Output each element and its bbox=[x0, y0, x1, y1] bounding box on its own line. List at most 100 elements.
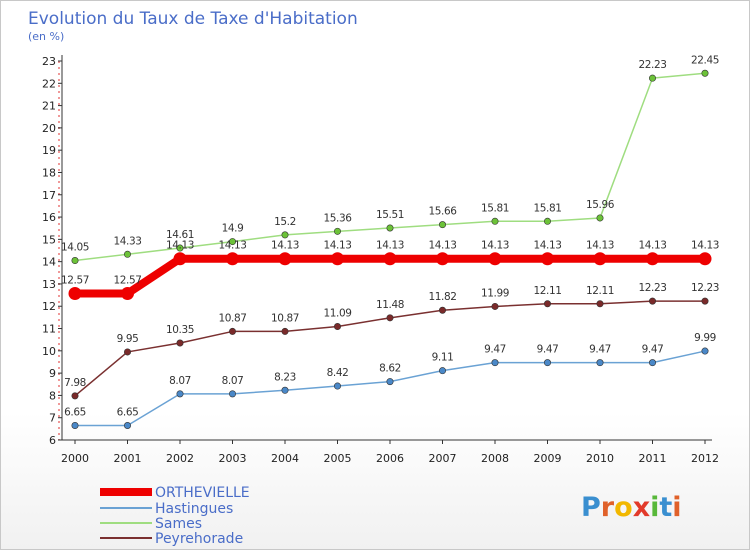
data-point bbox=[593, 252, 607, 266]
data-label: 8.23 bbox=[274, 371, 296, 383]
x-tick-label: 2008 bbox=[481, 452, 509, 465]
y-tick-label: 9 bbox=[49, 367, 56, 380]
data-label: 14.61 bbox=[166, 229, 194, 241]
data-label: 9.47 bbox=[484, 344, 506, 356]
data-point bbox=[543, 359, 551, 367]
y-tick-label: 8 bbox=[49, 389, 56, 402]
data-point bbox=[596, 214, 604, 222]
data-label: 9.95 bbox=[117, 333, 139, 345]
data-label: 15.96 bbox=[586, 199, 615, 211]
series-hastingues: 6.65 6.65 8.07 8.07 8.23 8.42 8.62 9.11 9.47 9.47… bbox=[64, 332, 716, 430]
data-label: 14.13 bbox=[638, 240, 666, 252]
data-label: 12.57 bbox=[113, 275, 141, 287]
data-point bbox=[491, 359, 499, 367]
data-label: 10.87 bbox=[218, 312, 246, 324]
series-sames: 14.05 14.33 14.61 14.9 15.2 15.36 15.51 15.66 15… bbox=[61, 54, 719, 265]
legend-label-hastingues: Hastingues bbox=[155, 501, 233, 517]
x-tick-label: 2011 bbox=[639, 452, 667, 465]
data-point bbox=[701, 347, 709, 355]
data-label: 15.81 bbox=[481, 202, 509, 214]
data-label: 22.45 bbox=[691, 54, 719, 66]
data-point bbox=[176, 339, 184, 347]
data-point bbox=[436, 252, 449, 266]
logo-letter: t bbox=[659, 492, 672, 523]
proxiti-logo: Proxiti bbox=[581, 492, 682, 523]
series-layer: 14.05 14.33 14.61 14.9 15.2 15.36 15.51 15.66 15… bbox=[61, 54, 719, 430]
axes: 6 7 8 9 10 11 12 13 14 15 16 17 18 19 20 21 22 23 2000 2001… bbox=[42, 55, 719, 465]
data-label: 9.99 bbox=[694, 332, 716, 344]
data-point bbox=[278, 252, 292, 266]
y-tick-label: 13 bbox=[42, 278, 56, 291]
data-label: 8.62 bbox=[379, 363, 401, 375]
y-tick-label: 19 bbox=[42, 144, 56, 157]
data-point bbox=[71, 392, 79, 400]
data-label: 8.07 bbox=[169, 375, 191, 387]
data-point bbox=[491, 302, 499, 310]
data-point bbox=[124, 250, 132, 258]
data-label: 9.11 bbox=[432, 352, 454, 364]
data-point bbox=[438, 221, 446, 229]
data-label: 14.13 bbox=[323, 240, 351, 252]
data-label: 8.42 bbox=[327, 367, 349, 379]
data-point bbox=[596, 359, 604, 367]
data-point bbox=[71, 422, 79, 430]
data-label: 6.65 bbox=[64, 407, 86, 419]
x-tick-label: 2009 bbox=[534, 452, 562, 465]
series-peyrehorade: 7.98 9.95 10.35 10.87 10.87 11.09 11.48 11.82 11… bbox=[64, 282, 719, 400]
data-point bbox=[438, 367, 446, 375]
data-label: 14.13 bbox=[481, 240, 509, 252]
data-label: 15.2 bbox=[274, 216, 296, 228]
data-label: 14.13 bbox=[271, 240, 299, 252]
logo-letter: P bbox=[581, 492, 601, 523]
data-label: 12.23 bbox=[691, 282, 719, 294]
data-point bbox=[701, 297, 709, 305]
data-label: 11.09 bbox=[323, 308, 351, 320]
data-label: 14.05 bbox=[61, 242, 89, 254]
data-label: 14.13 bbox=[218, 240, 246, 252]
data-point bbox=[281, 231, 289, 239]
data-point bbox=[648, 74, 656, 82]
x-tick-label: 2010 bbox=[586, 452, 614, 465]
x-tick-label: 2012 bbox=[691, 452, 719, 465]
data-point bbox=[333, 323, 341, 331]
data-point bbox=[229, 327, 237, 335]
x-tick-label: 2006 bbox=[376, 452, 404, 465]
data-point bbox=[438, 306, 446, 314]
data-label: 12.11 bbox=[533, 285, 561, 297]
logo-letter: x bbox=[633, 492, 650, 523]
data-point bbox=[543, 300, 551, 308]
data-label: 14.33 bbox=[113, 235, 141, 247]
data-label: 22.23 bbox=[638, 59, 666, 71]
data-label: 15.81 bbox=[533, 202, 561, 214]
data-point bbox=[701, 69, 709, 77]
x-tick-label: 2001 bbox=[114, 452, 142, 465]
data-label: 14.13 bbox=[533, 240, 561, 252]
x-tick-label: 2003 bbox=[219, 452, 247, 465]
chart-title: Evolution du Taux de Taxe d'Habitation bbox=[28, 9, 358, 29]
data-label: 8.07 bbox=[222, 375, 244, 387]
y-tick-label: 20 bbox=[42, 122, 56, 135]
data-point bbox=[648, 297, 656, 305]
data-label: 7.98 bbox=[64, 377, 86, 389]
data-label: 15.36 bbox=[323, 212, 352, 224]
data-point bbox=[173, 252, 187, 266]
data-point bbox=[646, 252, 659, 266]
y-tick-label: 10 bbox=[42, 345, 56, 358]
data-label: 14.13 bbox=[166, 240, 194, 252]
data-label: 14.13 bbox=[376, 240, 404, 252]
data-point bbox=[331, 252, 344, 266]
data-label: 11.82 bbox=[428, 291, 456, 303]
legend-label-sames: Sames bbox=[155, 516, 202, 532]
logo-letter: o bbox=[614, 492, 633, 523]
data-point bbox=[648, 359, 656, 367]
y-tick-label: 7 bbox=[49, 412, 56, 425]
data-point bbox=[698, 252, 712, 266]
data-point bbox=[386, 378, 394, 386]
data-label: 15.51 bbox=[376, 209, 404, 221]
data-point bbox=[386, 314, 394, 322]
data-point bbox=[124, 348, 132, 356]
y-tick-label: 16 bbox=[42, 211, 56, 224]
data-label: 9.47 bbox=[589, 344, 611, 356]
data-point bbox=[226, 252, 239, 266]
data-label: 15.66 bbox=[428, 206, 457, 218]
